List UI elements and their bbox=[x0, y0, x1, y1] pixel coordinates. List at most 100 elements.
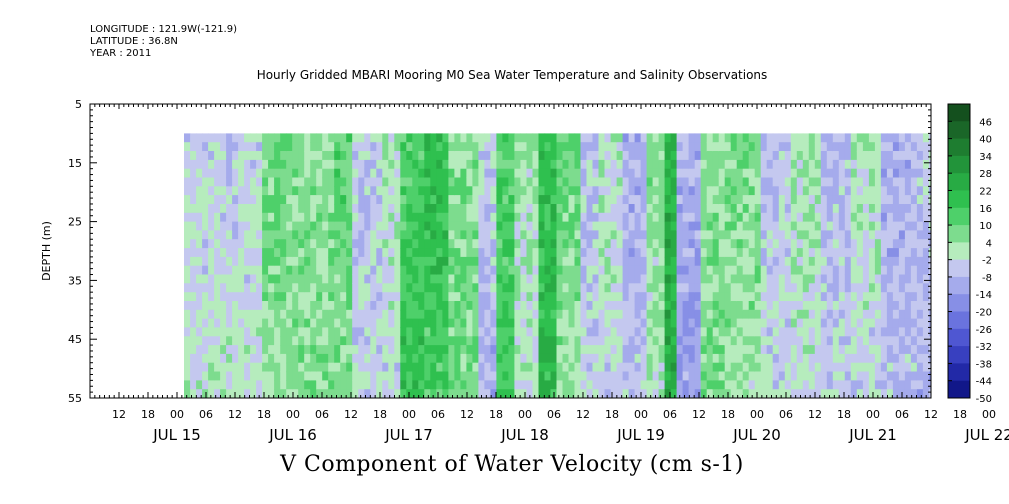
heatmap-cell bbox=[935, 257, 942, 266]
heatmap-cell bbox=[640, 265, 648, 276]
heatmap-cell bbox=[184, 318, 191, 328]
heatmap-cell bbox=[935, 372, 942, 381]
heatmap-cell bbox=[514, 230, 521, 240]
heatmap-cell bbox=[844, 380, 852, 390]
heatmap-cell bbox=[406, 195, 413, 205]
heatmap-cell bbox=[310, 309, 317, 320]
heatmap-cell bbox=[334, 292, 341, 302]
heatmap-cell bbox=[646, 265, 654, 276]
heatmap-cell bbox=[910, 221, 918, 231]
heatmap-cell bbox=[202, 336, 209, 346]
heatmap-cell bbox=[628, 133, 636, 143]
heatmap-cell bbox=[820, 265, 828, 276]
heatmap-cell bbox=[574, 177, 582, 187]
heatmap-cell bbox=[184, 292, 191, 302]
x-hour-label: 00 bbox=[402, 408, 416, 421]
heatmap-cell bbox=[814, 318, 822, 328]
heatmap-cell bbox=[442, 265, 449, 276]
heatmap-cell bbox=[802, 230, 810, 240]
heatmap-cell bbox=[784, 256, 792, 267]
heatmap-cell bbox=[472, 256, 479, 267]
heatmap-cell bbox=[430, 221, 437, 231]
heatmap-cell bbox=[280, 186, 287, 196]
heatmap-cell bbox=[502, 336, 509, 346]
heatmap-cell bbox=[652, 186, 660, 196]
heatmap-cell bbox=[814, 186, 822, 196]
heatmap-cell bbox=[664, 265, 672, 276]
heatmap-cell bbox=[304, 362, 311, 373]
heatmap-cell bbox=[232, 371, 239, 381]
heatmap-cell bbox=[898, 168, 906, 179]
heatmap-cell bbox=[466, 230, 473, 240]
heatmap-cell bbox=[808, 151, 816, 161]
heatmap-cell bbox=[496, 195, 503, 205]
heatmap-cell bbox=[472, 195, 479, 205]
heatmap-cell bbox=[616, 274, 624, 284]
heatmap-cell bbox=[418, 230, 425, 240]
heatmap-cell bbox=[544, 301, 552, 311]
heatmap-cell bbox=[892, 283, 900, 293]
heatmap-cell bbox=[484, 336, 491, 346]
heatmap-cell bbox=[298, 265, 305, 276]
heatmap-cell bbox=[262, 353, 269, 364]
heatmap-cell bbox=[580, 318, 588, 328]
heatmap-cell bbox=[742, 256, 750, 267]
heatmap-cell bbox=[466, 151, 473, 161]
heatmap-cell bbox=[352, 230, 359, 240]
heatmap-cell bbox=[304, 221, 311, 231]
heatmap-cell bbox=[358, 195, 365, 205]
heatmap-cell bbox=[298, 301, 305, 311]
heatmap-cell bbox=[190, 292, 197, 302]
heatmap-cell bbox=[520, 327, 527, 337]
heatmap-cell bbox=[400, 195, 407, 205]
heatmap-cell bbox=[508, 283, 515, 293]
heatmap-cell bbox=[514, 371, 521, 381]
heatmap-cell bbox=[610, 239, 618, 249]
heatmap-cell bbox=[700, 177, 708, 187]
heatmap-cell bbox=[316, 353, 323, 364]
heatmap-cell bbox=[286, 177, 293, 187]
heatmap-cell bbox=[935, 178, 942, 187]
heatmap-cell bbox=[232, 133, 239, 143]
heatmap-cell bbox=[856, 186, 864, 196]
heatmap-cell bbox=[394, 283, 401, 293]
heatmap-cell bbox=[748, 265, 756, 276]
heatmap-cell bbox=[454, 195, 461, 205]
heatmap-cell bbox=[820, 142, 828, 152]
heatmap-cell bbox=[718, 195, 726, 205]
heatmap-cell bbox=[724, 265, 732, 276]
heatmap-cell bbox=[742, 248, 750, 258]
heatmap-cell bbox=[928, 204, 931, 214]
heatmap-cell bbox=[616, 345, 624, 355]
heatmap-cell bbox=[910, 248, 918, 258]
heatmap-cell bbox=[304, 353, 311, 364]
colorbar-frame bbox=[947, 103, 971, 399]
heatmap-cell bbox=[646, 230, 654, 240]
heatmap-cell bbox=[478, 371, 485, 381]
heatmap-cell bbox=[790, 389, 798, 398]
heatmap-cell bbox=[784, 274, 792, 284]
heatmap-cell bbox=[388, 283, 395, 293]
heatmap-cell bbox=[886, 256, 894, 267]
heatmap-cell bbox=[454, 239, 461, 249]
heatmap-cell bbox=[574, 309, 582, 320]
heatmap-cell bbox=[412, 327, 419, 337]
heatmap-cell bbox=[358, 186, 365, 196]
heatmap-cell bbox=[796, 151, 804, 161]
heatmap-cell bbox=[736, 301, 744, 311]
heatmap-cell bbox=[718, 151, 726, 161]
heatmap-cell bbox=[574, 186, 582, 196]
heatmap-cell bbox=[514, 204, 521, 214]
heatmap-cell bbox=[292, 292, 299, 302]
heatmap-cell bbox=[526, 239, 534, 249]
heatmap-cell bbox=[346, 327, 353, 337]
heatmap-cell bbox=[202, 212, 209, 223]
heatmap-cell bbox=[580, 309, 588, 320]
heatmap-cell bbox=[592, 345, 600, 355]
heatmap-cell bbox=[712, 283, 720, 293]
heatmap-cell bbox=[898, 292, 906, 302]
heatmap-cell bbox=[772, 283, 780, 293]
heatmap-cell bbox=[754, 362, 762, 373]
heatmap-cell bbox=[592, 195, 600, 205]
heatmap-cell bbox=[436, 230, 443, 240]
